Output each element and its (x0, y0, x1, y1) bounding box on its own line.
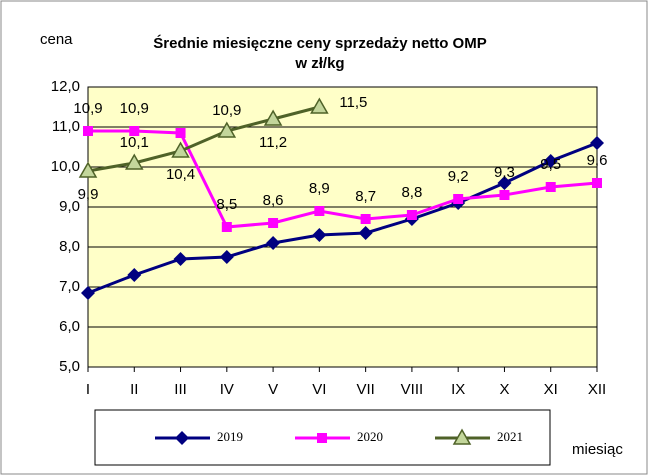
marker (268, 218, 279, 228)
marker (219, 250, 234, 264)
chart-subtitle: w zł/kg (294, 55, 344, 72)
x-tick-label: IX (451, 381, 465, 398)
x-tick-label: VIII (401, 381, 424, 398)
marker (81, 286, 95, 300)
x-tick-label: III (174, 381, 187, 398)
marker (497, 176, 512, 190)
series-line (87, 105, 320, 173)
data-label: 10,1 (120, 134, 149, 151)
chart-title: Średnie miesięczne ceny sprzedaży netto … (153, 34, 486, 52)
marker (217, 121, 237, 138)
data-label: 11,2 (259, 134, 287, 151)
data-label: 8,9 (309, 180, 330, 197)
marker (317, 433, 327, 443)
marker (545, 182, 556, 192)
y-axis-label: cena (40, 31, 73, 48)
marker (266, 236, 281, 250)
legend-label: 2019 (217, 429, 243, 444)
y-tick-label: 8,0 (59, 238, 80, 255)
marker (590, 136, 604, 150)
marker (124, 153, 144, 170)
x-tick-label: I (86, 381, 90, 398)
marker (406, 210, 417, 220)
marker (171, 141, 190, 158)
marker (543, 154, 558, 168)
data-label: 8,6 (263, 192, 284, 209)
marker (175, 431, 189, 445)
data-label: 10,9 (212, 102, 241, 119)
data-label: 8,8 (401, 184, 422, 201)
data-label: 10,9 (120, 100, 149, 117)
x-tick-label: XII (588, 381, 606, 398)
y-tick-label: 9,0 (59, 198, 80, 215)
y-tick-label: 5,0 (59, 358, 80, 375)
x-tick-label: VII (356, 381, 374, 398)
x-tick-label: V (268, 381, 278, 398)
y-tick-label: 7,0 (59, 278, 80, 295)
marker (314, 206, 325, 216)
marker (175, 128, 186, 138)
x-axis-label: miesiąc (572, 441, 623, 458)
marker (127, 268, 142, 282)
x-tick-label: X (499, 381, 509, 398)
x-tick-label: IV (220, 381, 234, 398)
y-tick-label: 10,0 (51, 158, 80, 175)
data-label: 9,6 (587, 152, 608, 169)
data-label: 8,5 (216, 196, 237, 213)
x-tick-label: VI (312, 381, 326, 398)
marker (499, 190, 510, 200)
data-label: 11,5 (339, 94, 367, 111)
data-label: 10,4 (166, 166, 195, 183)
data-label: 8,7 (355, 188, 376, 205)
marker (173, 252, 188, 266)
data-label: 9,2 (448, 168, 469, 185)
marker (453, 194, 464, 204)
data-label: 9,5 (540, 156, 561, 173)
series-line (88, 129, 598, 229)
x-tick-label: XI (544, 381, 558, 398)
marker (592, 178, 602, 188)
marker (221, 222, 232, 232)
marker (358, 226, 373, 240)
marker (263, 109, 283, 126)
y-tick-label: 12,0 (51, 78, 80, 95)
marker (360, 214, 371, 224)
legend-label: 2021 (497, 429, 523, 444)
marker (83, 126, 93, 136)
marker (78, 161, 98, 178)
y-tick-label: 11,0 (52, 118, 80, 135)
series-line (87, 141, 598, 295)
marker (452, 428, 472, 445)
plot-area (87, 86, 598, 368)
legend-label: 2020 (357, 429, 383, 444)
x-tick-label: II (130, 381, 138, 398)
marker (310, 97, 329, 114)
data-label: 9,3 (494, 164, 515, 181)
marker (129, 126, 140, 136)
marker (312, 228, 327, 242)
data-label: 10,9 (73, 100, 102, 117)
data-label: 9,9 (78, 186, 99, 203)
y-tick-label: 6,0 (59, 318, 80, 335)
